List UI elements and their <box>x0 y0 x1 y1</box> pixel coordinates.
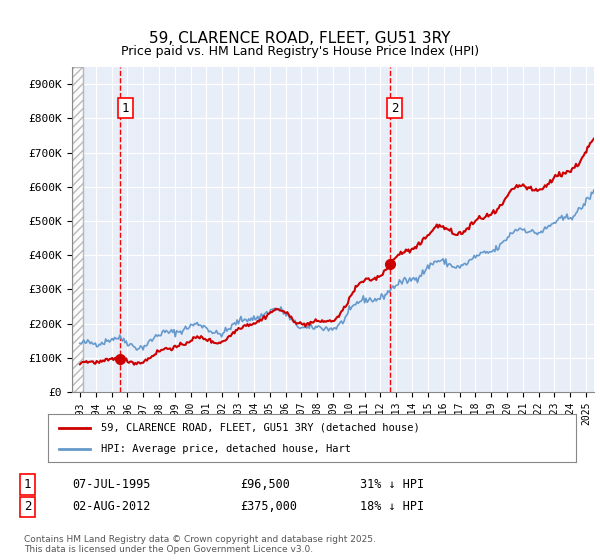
Text: 1: 1 <box>24 478 32 491</box>
Bar <box>72 67 83 392</box>
Text: 1: 1 <box>121 102 129 115</box>
Text: 31% ↓ HPI: 31% ↓ HPI <box>360 478 424 491</box>
Text: 02-AUG-2012: 02-AUG-2012 <box>72 500 151 514</box>
Text: £375,000: £375,000 <box>240 500 297 514</box>
Text: 18% ↓ HPI: 18% ↓ HPI <box>360 500 424 514</box>
Text: HPI: Average price, detached house, Hart: HPI: Average price, detached house, Hart <box>101 444 351 454</box>
Text: 07-JUL-1995: 07-JUL-1995 <box>72 478 151 491</box>
Text: 2: 2 <box>24 500 32 514</box>
Text: Price paid vs. HM Land Registry's House Price Index (HPI): Price paid vs. HM Land Registry's House … <box>121 45 479 58</box>
Text: 2: 2 <box>391 102 399 115</box>
Text: Contains HM Land Registry data © Crown copyright and database right 2025.
This d: Contains HM Land Registry data © Crown c… <box>24 535 376 554</box>
Text: £96,500: £96,500 <box>240 478 290 491</box>
Text: 59, CLARENCE ROAD, FLEET, GU51 3RY: 59, CLARENCE ROAD, FLEET, GU51 3RY <box>149 31 451 46</box>
Text: 59, CLARENCE ROAD, FLEET, GU51 3RY (detached house): 59, CLARENCE ROAD, FLEET, GU51 3RY (deta… <box>101 423 419 433</box>
